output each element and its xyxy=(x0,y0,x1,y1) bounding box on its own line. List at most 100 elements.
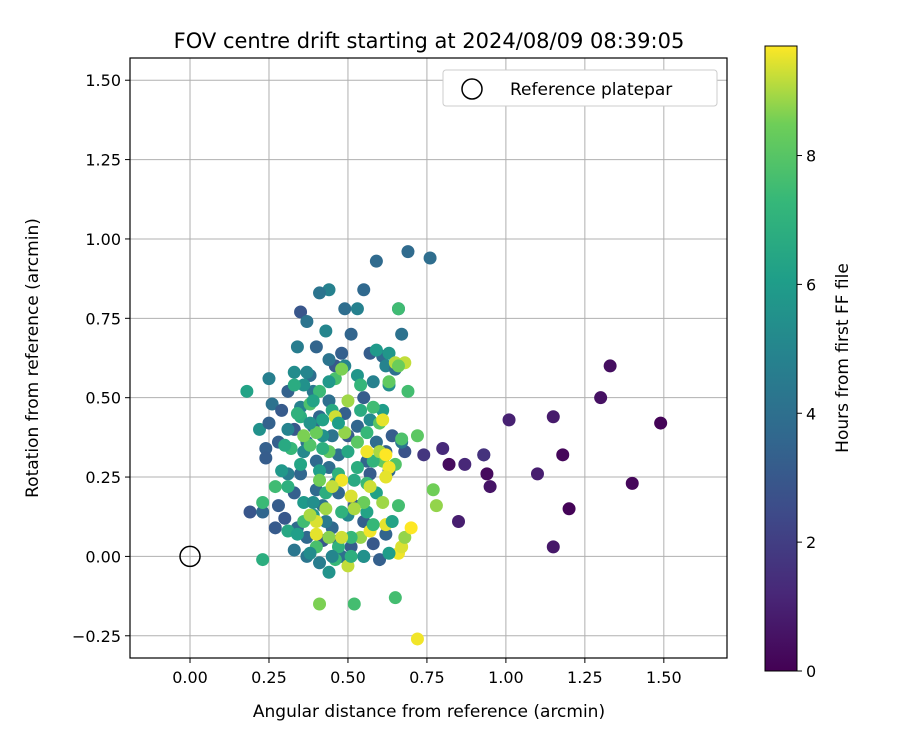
data-point xyxy=(357,391,371,405)
data-point xyxy=(313,597,327,611)
data-point xyxy=(306,495,320,509)
data-point xyxy=(243,505,257,519)
data-point xyxy=(319,324,333,338)
data-point xyxy=(287,378,301,392)
data-point xyxy=(319,514,333,528)
data-point xyxy=(256,505,270,519)
data-point xyxy=(391,359,405,373)
x-tick-label: 1.25 xyxy=(567,668,603,687)
data-point xyxy=(452,514,466,528)
data-point xyxy=(313,384,327,398)
data-point xyxy=(265,397,279,411)
data-point xyxy=(313,556,327,570)
data-point xyxy=(562,502,576,516)
data-point xyxy=(281,480,295,494)
colorbar-tick-label: 6 xyxy=(806,275,816,294)
x-tick-label: 0.00 xyxy=(172,668,208,687)
data-point xyxy=(410,632,424,646)
data-point xyxy=(350,435,364,449)
data-point xyxy=(376,413,390,427)
data-point xyxy=(335,505,349,519)
data-point xyxy=(300,365,314,379)
x-tick-label: 0.75 xyxy=(409,668,445,687)
data-point xyxy=(357,495,371,509)
data-point xyxy=(344,489,358,503)
x-tick-label: 1.00 xyxy=(488,668,524,687)
data-point xyxy=(347,597,361,611)
colorbar-tick-label: 2 xyxy=(806,533,816,552)
data-point xyxy=(294,305,308,319)
data-point xyxy=(354,403,368,417)
data-point xyxy=(395,432,409,446)
data-point xyxy=(401,384,415,398)
data-point xyxy=(281,422,295,436)
data-point xyxy=(287,365,301,379)
data-point xyxy=(300,314,314,328)
data-point xyxy=(357,549,371,563)
data-point xyxy=(338,426,352,440)
data-point xyxy=(278,438,292,452)
data-point xyxy=(322,565,336,579)
x-axis-ticks: 0.00 0.25 0.50 0.75 1.00 1.25 1.50 xyxy=(172,658,682,687)
data-point xyxy=(385,514,399,528)
y-tick-label: −0.25 xyxy=(72,627,121,646)
data-point xyxy=(401,245,415,259)
legend-label: Reference platepar xyxy=(510,80,672,100)
data-point xyxy=(344,549,358,563)
data-point xyxy=(344,540,358,554)
legend: Reference platepar xyxy=(442,69,718,107)
data-point xyxy=(335,362,349,376)
data-point xyxy=(297,378,311,392)
data-points xyxy=(240,245,668,646)
data-point xyxy=(303,546,317,560)
data-point xyxy=(335,346,349,360)
data-point xyxy=(303,416,317,430)
data-point xyxy=(376,495,390,509)
data-point xyxy=(341,394,355,408)
data-point xyxy=(287,543,301,557)
x-tick-label: 0.25 xyxy=(251,668,287,687)
data-point xyxy=(297,429,311,443)
y-tick-label: 0.50 xyxy=(85,389,121,408)
data-point xyxy=(344,530,358,544)
data-point xyxy=(256,553,270,567)
data-point xyxy=(388,591,402,605)
data-point xyxy=(357,283,371,297)
y-tick-label: 1.25 xyxy=(85,151,121,170)
data-point xyxy=(354,378,368,392)
data-point xyxy=(546,540,560,554)
colorbar-label: Hours from first FF file xyxy=(833,263,853,453)
y-tick-label: 0.75 xyxy=(85,309,121,328)
data-point xyxy=(309,426,323,440)
data-point xyxy=(594,391,608,405)
y-axis-ticks: −0.25 0.00 0.25 0.50 0.75 1.00 1.25 1.50 xyxy=(72,71,130,646)
data-point xyxy=(360,445,374,459)
colorbar-tick-label: 8 xyxy=(806,147,816,166)
legend-marker xyxy=(461,78,483,100)
chart-title: FOV centre drift starting at 2024/08/09 … xyxy=(174,29,685,53)
data-point xyxy=(366,537,380,551)
data-point xyxy=(625,476,639,490)
data-point xyxy=(309,340,323,354)
data-point xyxy=(350,419,364,433)
data-point xyxy=(379,470,393,484)
data-point xyxy=(350,302,364,316)
x-tick-label: 1.50 xyxy=(646,668,682,687)
data-point xyxy=(290,340,304,354)
data-point xyxy=(316,441,330,455)
data-point xyxy=(319,502,333,516)
data-point xyxy=(278,511,292,525)
data-point xyxy=(369,254,383,268)
data-point xyxy=(268,480,282,494)
data-point xyxy=(391,499,405,513)
data-point xyxy=(344,327,358,341)
data-point xyxy=(366,375,380,389)
data-point xyxy=(309,527,323,541)
colorbar-ticks: 0 2 4 6 8 xyxy=(797,147,816,681)
data-point xyxy=(325,480,339,494)
data-point xyxy=(347,473,361,487)
data-point xyxy=(338,302,352,316)
data-point xyxy=(363,480,377,494)
data-point xyxy=(262,372,276,386)
